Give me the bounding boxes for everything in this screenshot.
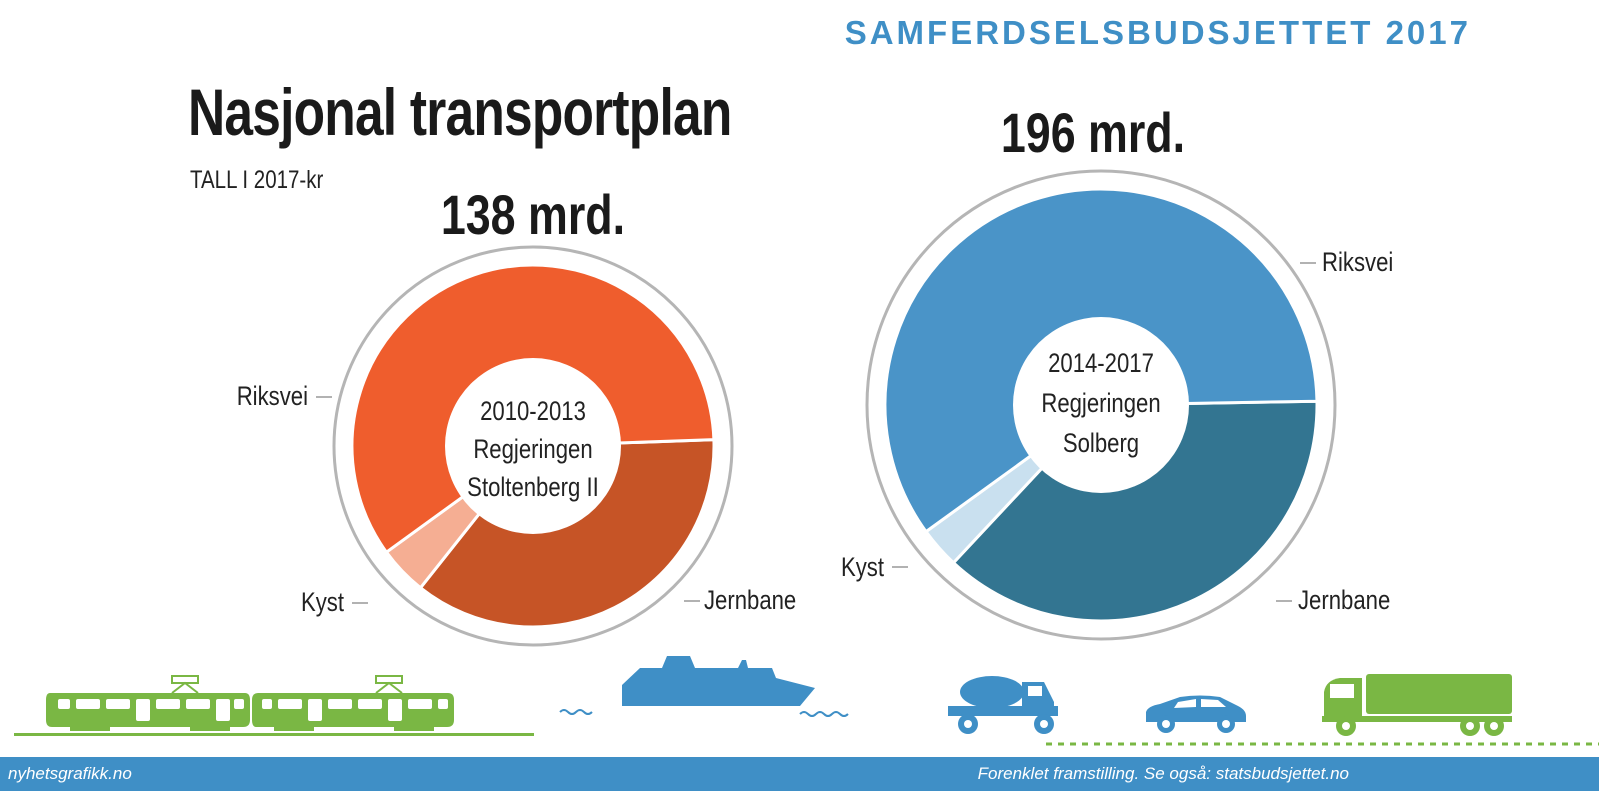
cement-truck-icon bbox=[948, 676, 1058, 734]
page-title: Nasjonal transportplan bbox=[188, 75, 732, 149]
chart-solberg: 196 mrd. 2014-2017 Regjeringen Solberg R… bbox=[841, 101, 1393, 641]
car-icon bbox=[1146, 695, 1246, 733]
center-period: 2014-2017 bbox=[1048, 349, 1154, 379]
chart-center-hole bbox=[445, 358, 621, 534]
slice-label-riksvei: Riksvei bbox=[1322, 248, 1393, 278]
train-icon bbox=[14, 675, 534, 736]
footer-source: nyhetsgrafikk.no bbox=[8, 764, 132, 783]
slice-label-jernbane: Jernbane bbox=[704, 586, 796, 616]
pie-slice-jernbane bbox=[418, 438, 716, 629]
ship-icon bbox=[559, 656, 849, 717]
center-government: Stoltenberg II bbox=[467, 473, 599, 503]
slice-label-riksvei: Riksvei bbox=[237, 382, 308, 412]
slice-label-jernbane: Jernbane bbox=[1298, 586, 1390, 616]
page-subtitle: TALL I 2017-kr bbox=[190, 166, 324, 194]
footer-bar bbox=[0, 757, 1599, 791]
chart-outer-ring bbox=[332, 245, 734, 647]
chart-outer-ring bbox=[865, 169, 1337, 641]
pie-slice-jernbane bbox=[951, 399, 1319, 623]
chart-total-label: 196 mrd. bbox=[1001, 101, 1185, 164]
center-period: 2010-2013 bbox=[480, 397, 586, 427]
slice-label-kyst: Kyst bbox=[301, 588, 344, 618]
center-label: Regjeringen bbox=[473, 435, 592, 465]
slice-label-kyst: Kyst bbox=[841, 553, 884, 583]
footer-note: Forenklet framstilling. Se også: statsbu… bbox=[977, 764, 1349, 783]
center-government: Solberg bbox=[1063, 429, 1139, 459]
section-title: SAMFERDSELSBUDSJETTET 2017 bbox=[844, 14, 1471, 51]
lorry-icon bbox=[1322, 674, 1512, 736]
chart-stoltenberg: 138 mrd. 2010-2013 Regjeringen Stoltenbe… bbox=[237, 183, 796, 647]
chart-center-hole bbox=[1013, 317, 1189, 493]
chart-total-label: 138 mrd. bbox=[441, 183, 625, 246]
center-label: Regjeringen bbox=[1041, 389, 1160, 419]
